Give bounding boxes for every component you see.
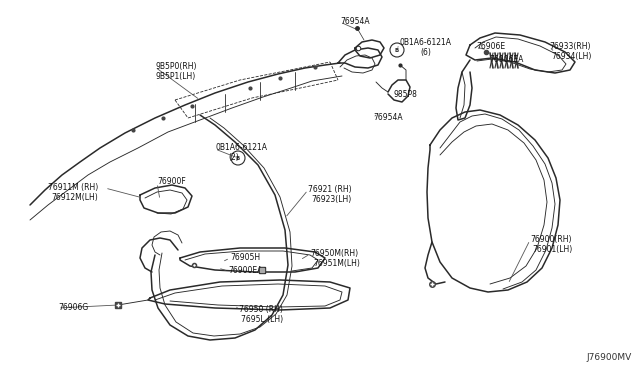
Text: 76954A: 76954A: [340, 17, 370, 26]
Text: 76911M (RH): 76911M (RH): [48, 183, 99, 192]
Text: 76901(LH): 76901(LH): [532, 245, 572, 254]
Text: B: B: [236, 155, 240, 160]
Text: 0B1A6-6121A: 0B1A6-6121A: [215, 143, 267, 152]
Text: 0B1A6-6121A: 0B1A6-6121A: [399, 38, 451, 47]
Text: 76950M(RH): 76950M(RH): [310, 249, 358, 258]
Text: 9B5P1(LH): 9B5P1(LH): [155, 72, 195, 81]
Text: 76906G: 76906G: [58, 303, 88, 312]
Text: 76905H: 76905H: [230, 253, 260, 262]
Text: 76923(LH): 76923(LH): [311, 195, 351, 204]
Text: 7695L (LH): 7695L (LH): [241, 315, 283, 324]
Text: 76906EA: 76906EA: [489, 55, 524, 64]
Text: 76921 (RH): 76921 (RH): [308, 185, 351, 194]
Text: 76912M(LH): 76912M(LH): [51, 193, 98, 202]
Text: 76951M(LH): 76951M(LH): [313, 259, 360, 268]
Text: (2): (2): [228, 153, 239, 162]
Text: 76906E: 76906E: [476, 42, 505, 51]
Text: B: B: [395, 48, 399, 52]
Text: 76900EA: 76900EA: [228, 266, 262, 275]
Text: 76900(RH): 76900(RH): [530, 235, 572, 244]
Text: 76933(RH): 76933(RH): [549, 42, 591, 51]
Text: 76934(LH): 76934(LH): [551, 52, 591, 61]
Text: (6): (6): [420, 48, 431, 57]
Text: 985P8: 985P8: [393, 90, 417, 99]
Text: 76900F: 76900F: [157, 177, 186, 186]
Text: 76954A: 76954A: [373, 113, 403, 122]
Text: 9B5P0(RH): 9B5P0(RH): [155, 62, 196, 71]
Text: J76900MV: J76900MV: [587, 353, 632, 362]
Text: 76950 (RH): 76950 (RH): [239, 305, 283, 314]
